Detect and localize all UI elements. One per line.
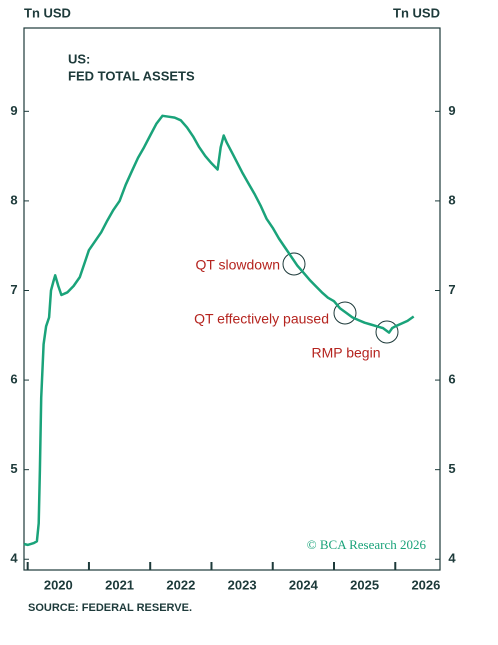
y-tick-label: 9 xyxy=(448,103,455,118)
y-tick-label: 5 xyxy=(10,461,17,476)
y-tick-label: 4 xyxy=(448,551,456,566)
y-tick-label: 6 xyxy=(448,372,455,387)
data-line xyxy=(23,114,415,547)
y-axis-label-left: Tn USD xyxy=(24,5,71,20)
copyright: © BCA Research 2026 xyxy=(307,537,427,552)
x-tick-label: 2020 xyxy=(44,577,73,592)
y-tick-label: 8 xyxy=(10,192,17,207)
annotation: RMP begin xyxy=(311,345,380,361)
y-tick-label: 5 xyxy=(448,461,455,476)
x-tick-label: 2022 xyxy=(166,577,195,592)
source-note: SOURCE: FEDERAL RESERVE. xyxy=(28,602,192,614)
annotation-circle xyxy=(375,320,399,344)
y-tick-label: 8 xyxy=(448,192,455,207)
x-tick-label: 2026 xyxy=(411,577,440,592)
x-tick-label: 2021 xyxy=(105,577,134,592)
annotation: QT slowdown xyxy=(195,257,280,273)
y-tick-label: 6 xyxy=(10,372,17,387)
chart-subtitle: FED TOTAL ASSETS xyxy=(68,68,195,83)
chart-title: US: xyxy=(68,51,90,66)
x-tick-label: 2024 xyxy=(289,577,319,592)
y-axis-label-right: Tn USD xyxy=(393,5,440,20)
y-tick-label: 4 xyxy=(10,551,18,566)
x-tick-label: 2023 xyxy=(228,577,257,592)
x-tick-label: 2025 xyxy=(350,577,379,592)
annotation: QT effectively paused xyxy=(194,311,329,327)
y-tick-label: 7 xyxy=(448,282,455,297)
plot-frame xyxy=(23,27,441,571)
annotation-circle xyxy=(282,252,306,276)
annotation-circle xyxy=(333,301,357,325)
y-tick-label: 9 xyxy=(10,103,17,118)
y-tick-label: 7 xyxy=(10,282,17,297)
